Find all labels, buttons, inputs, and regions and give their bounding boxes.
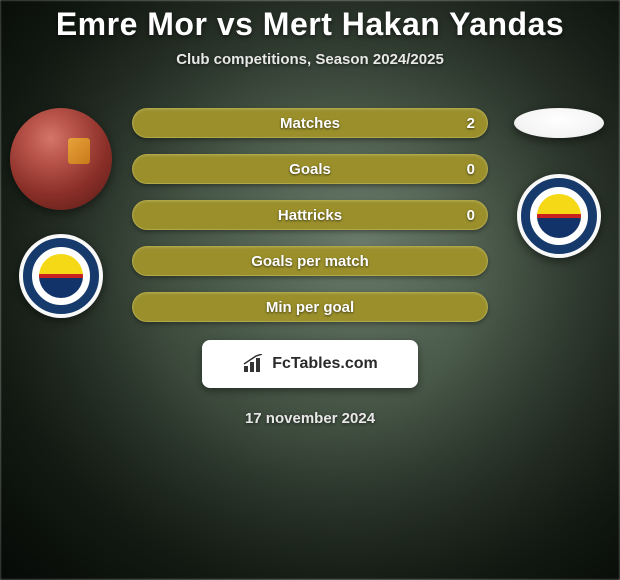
bar-label: Min per goal	[266, 299, 354, 316]
bar-label: Goals	[289, 161, 331, 178]
bar-label: Goals per match	[251, 253, 369, 270]
left-player-column	[6, 98, 116, 318]
bar-row-hattricks: Hattricks 0	[132, 200, 488, 230]
right-player-column	[504, 98, 614, 258]
watermark-box: FcTables.com	[202, 340, 418, 388]
comparison-bars: Matches 2 Goals 0 Hattricks 0 Goals per …	[132, 98, 488, 322]
footer-date: 17 november 2024	[245, 410, 375, 427]
left-club-logo	[19, 234, 103, 318]
bar-row-matches: Matches 2	[132, 108, 488, 138]
watermark-text: FcTables.com	[272, 355, 378, 373]
bar-value-right: 0	[467, 161, 475, 178]
left-player-avatar	[10, 108, 112, 210]
main-container: Emre Mor vs Mert Hakan Yandas Club compe…	[0, 0, 620, 580]
bar-value-right: 2	[467, 115, 475, 132]
comparison-content: Matches 2 Goals 0 Hattricks 0 Goals per …	[0, 98, 620, 322]
page-subtitle: Club competitions, Season 2024/2025	[176, 51, 444, 68]
bar-label: Matches	[280, 115, 340, 132]
bar-value-right: 0	[467, 207, 475, 224]
bar-row-min-per-goal: Min per goal	[132, 292, 488, 322]
bar-row-goals-per-match: Goals per match	[132, 246, 488, 276]
chart-icon	[242, 354, 266, 374]
bar-row-goals: Goals 0	[132, 154, 488, 184]
right-club-logo	[517, 174, 601, 258]
bar-label: Hattricks	[278, 207, 342, 224]
right-player-avatar	[514, 108, 604, 138]
page-title: Emre Mor vs Mert Hakan Yandas	[56, 6, 564, 43]
